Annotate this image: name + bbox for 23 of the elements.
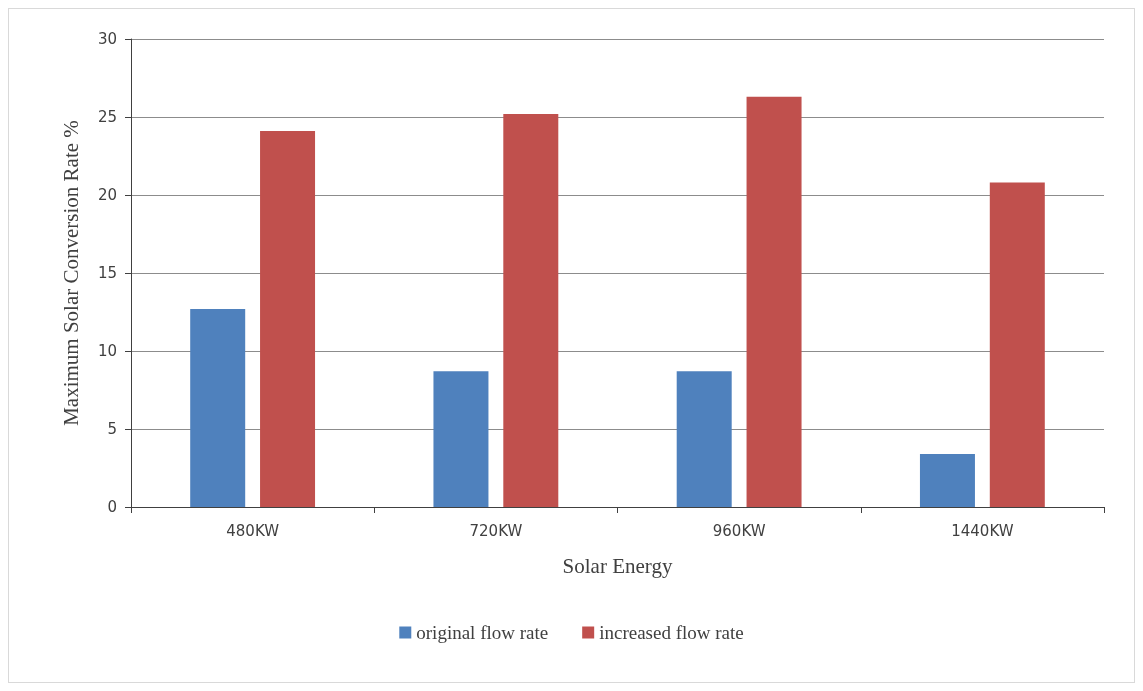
y-axis-title: Maximum Solar Conversion Rate %: [58, 120, 83, 426]
x-tick-label: 960KW: [712, 521, 766, 540]
y-tick-label: 30: [97, 30, 117, 48]
x-tick-label: 480KW: [226, 521, 280, 540]
legend-label: increased flow rate: [599, 622, 744, 643]
bar: [503, 113, 559, 507]
bar: [190, 308, 246, 507]
bar: [433, 371, 489, 507]
y-tick-label: 5: [107, 420, 117, 438]
bar: [260, 131, 316, 507]
legend-label: original flow rate: [416, 622, 549, 643]
y-tick-label: 0: [107, 498, 117, 516]
bar: [919, 453, 975, 507]
bar: [989, 182, 1045, 507]
y-tick-label: 20: [97, 186, 117, 204]
y-tick-label: 10: [97, 342, 117, 360]
x-tick-label: 1440KW: [951, 521, 1014, 540]
x-tick-label: 720KW: [469, 521, 523, 540]
x-axis-title: Solar Energy: [562, 553, 673, 578]
y-tick-label: 15: [97, 264, 117, 282]
y-tick-label: 25: [97, 108, 117, 126]
bar: [676, 371, 732, 507]
bar: [746, 96, 802, 507]
